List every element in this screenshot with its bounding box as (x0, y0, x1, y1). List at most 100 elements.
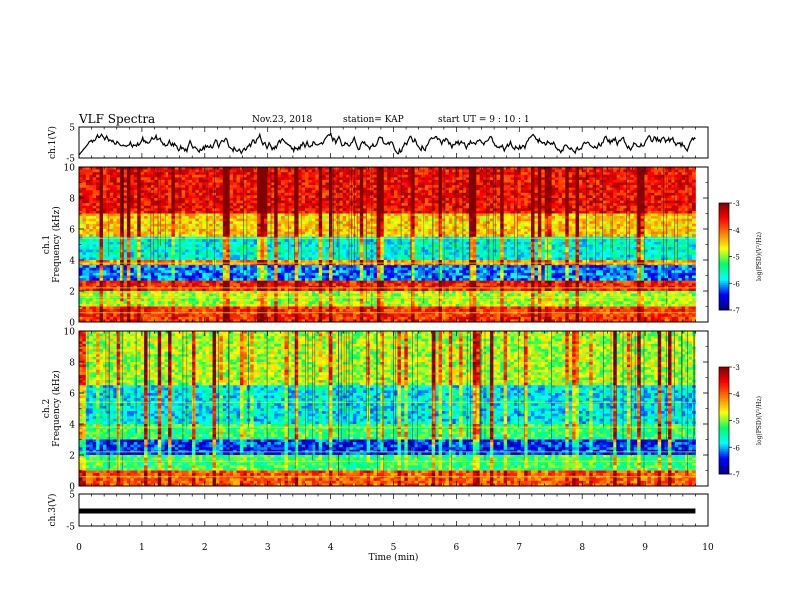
ch1-spectrogram-cell (602, 216, 607, 220)
ch1-spectrogram-cell (202, 208, 207, 212)
ch1-spectrogram-cell (483, 213, 487, 217)
ch1-spectrogram-cell (305, 234, 309, 238)
ch1-spectrogram-cell (229, 179, 234, 183)
ch1-spectrogram-cell (544, 205, 549, 209)
ch1-spectrogram-cell (541, 174, 546, 178)
ch1-spectrogram-cell (126, 210, 131, 214)
ch1-spectrogram-cell (229, 190, 234, 194)
ch1-spectrogram-cell (209, 195, 213, 199)
ch1-spectrogram-cell (527, 177, 532, 181)
ch1-spectrogram-cell (144, 172, 148, 176)
ch1-spectrogram-cell (647, 226, 652, 230)
ch1-spectrogram-cell (99, 205, 104, 209)
ch1-spectrogram-cell (161, 226, 166, 230)
ch1-spectrogram-cell (263, 234, 268, 238)
ch1-spectrogram-cell (452, 210, 457, 214)
ch1-spectrogram-cell (171, 234, 176, 238)
ch1-spectrogram-cell (236, 177, 241, 181)
ch1-spectrogram-cell (150, 200, 155, 204)
ch1-spectrogram-cell (606, 203, 611, 207)
ch1-spectrogram-cell (383, 229, 388, 232)
ch1-spectrogram-cell (96, 174, 100, 178)
ch1-spectrogram-cell (202, 226, 207, 230)
ch1-spectrogram-cell (524, 192, 529, 196)
ch1-spectrogram-cell (472, 216, 477, 220)
ch1-spectrogram-cell (524, 223, 529, 227)
ch1-spectrogram-cell (168, 195, 172, 199)
ch1-spectrogram-cell (181, 208, 186, 212)
ch1-spectrogram-cell (195, 218, 200, 222)
ch1-spectrogram-cell (394, 187, 398, 191)
ch1-spectrogram-cell (496, 231, 501, 235)
ch1-spectrogram-cell (524, 198, 529, 201)
ch1-spectrogram-cell (96, 177, 100, 181)
ch1-spectrogram-cell (483, 192, 487, 196)
ch1-spectrogram-cell (459, 167, 463, 170)
ch1-spectrogram-cell (671, 177, 676, 181)
ch1-spectrogram-cell (472, 213, 477, 217)
ch1-spectrogram-cell (459, 200, 463, 204)
ch1-spectrogram-cell (195, 221, 200, 225)
ch1-spectrogram-cell (339, 229, 344, 232)
ch1-spectrogram-cell (133, 198, 138, 201)
ch1-spectrogram-cell (195, 167, 200, 170)
ch1-spectrogram-cell (394, 205, 398, 209)
ch1-spectrogram-cell (524, 226, 529, 230)
ch1-spectrogram-cell (305, 231, 309, 235)
ch1-spectrogram-cell (455, 226, 460, 230)
ch1-spectrogram-cell (513, 218, 518, 222)
ch1-spectrogram-cell (678, 195, 683, 199)
ch1-spectrogram-cell (298, 203, 302, 207)
ch1-spectrogram-cell (428, 182, 433, 186)
ch1-spectrogram-cell (445, 167, 450, 170)
ch1-spectrogram-cell (400, 234, 405, 238)
ch1-spectrogram-cell (215, 185, 220, 189)
ch1-spectrogram-cell (520, 172, 525, 176)
ch1-spectrogram-cell (428, 218, 433, 222)
ch1-spectrogram-cell (633, 213, 638, 217)
ch1-spectrogram-cell (414, 167, 419, 170)
ch1-spectrogram-cell (243, 198, 248, 201)
ch1-spectrogram-cell (181, 192, 186, 196)
ch1-spectrogram-cell (356, 187, 361, 191)
ch1-spectrogram-cell (164, 208, 169, 212)
ch1-spectrogram-cell (452, 177, 457, 181)
ch1-spectrogram-cell (263, 195, 268, 199)
ch1-spectrogram-cell (150, 172, 155, 176)
ch1-spectrogram-cell (116, 185, 121, 189)
ch1-spectrogram-cell (277, 231, 282, 235)
ch1-spectrogram-cell (685, 174, 689, 178)
ch1-spectrogram-cell (390, 172, 395, 176)
ch1-spectrogram-cell (572, 216, 576, 220)
ch1-spectrogram-cell (383, 213, 388, 217)
ch1-spectrogram-cell (308, 223, 313, 227)
ch1-spectrogram-cell (198, 221, 203, 225)
ch1-spectrogram-cell (572, 167, 576, 170)
ch1-spectrogram-cell (236, 169, 241, 173)
ch1-spectrogram-cell (164, 221, 169, 225)
ch1-spectrogram-cell (263, 169, 268, 173)
ch1-spectrogram-cell (243, 213, 248, 217)
ch1-spectrogram-cell (404, 210, 409, 214)
ch1-spectrogram-cell (277, 182, 282, 186)
ch1-spectrogram-cell (681, 216, 686, 220)
ch1-spectrogram-cell (489, 198, 494, 201)
ch1-spectrogram-cell (82, 182, 87, 186)
ch1-spectrogram-cell (483, 205, 487, 209)
ch1-spectrogram-cell (387, 218, 392, 222)
ch1-spectrogram-cell (359, 226, 364, 230)
ch1-spectrogram-cell (524, 231, 529, 235)
ch1-spectrogram-cell (661, 192, 665, 196)
ch1-spectrogram-cell (185, 229, 189, 232)
ch1-spectrogram-cell (692, 210, 696, 214)
ch1-spectrogram-cell (452, 229, 457, 232)
ch1-spectrogram-cell (253, 177, 258, 181)
ch1-spectrogram-cell (222, 226, 227, 230)
ch1-spectrogram-cell (274, 174, 279, 178)
ch1-spectrogram-cell (609, 187, 614, 191)
ch1-spectrogram-cell (219, 205, 224, 209)
ch1-spectrogram-cell (644, 234, 648, 238)
ch1-spectrogram-cell (305, 172, 309, 176)
ch1-spectrogram-cell (400, 216, 405, 220)
ch1-spectrogram-cell (335, 205, 340, 209)
